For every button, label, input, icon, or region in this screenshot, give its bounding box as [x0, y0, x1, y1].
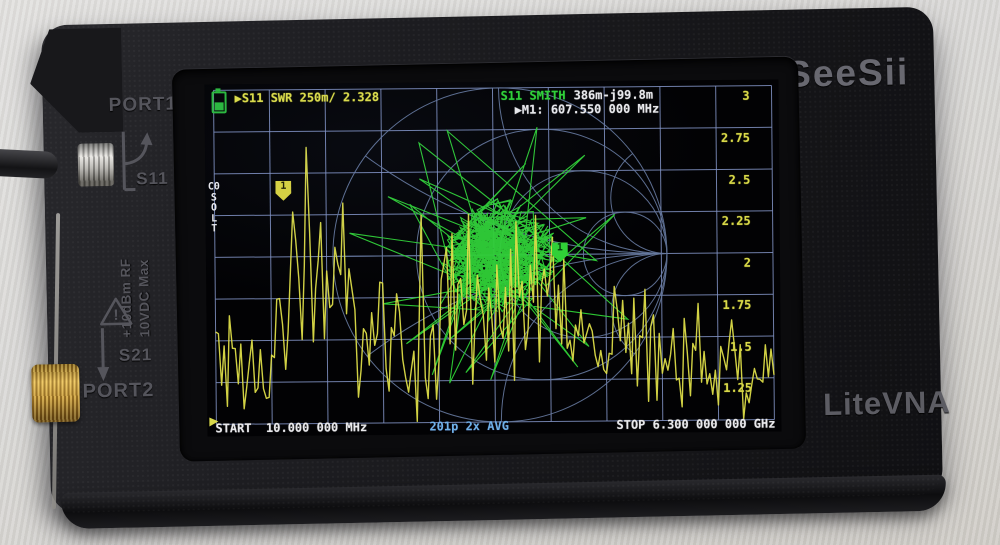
- s11-flow-icon: [121, 131, 153, 192]
- port1-sma-connector: [41, 137, 82, 194]
- start-frequency: START 10.000 000 MHz: [215, 420, 368, 436]
- cal-line: C0: [207, 181, 220, 193]
- battery-fill: [214, 102, 224, 111]
- trace1-readout: ▶S11 SWR 250m/ 2.328: [234, 89, 380, 106]
- sweep-points-avg: 201p 2x AVG: [429, 418, 509, 434]
- brand-logo: SeeSii: [785, 51, 910, 95]
- s21-down-arrow-icon: [97, 328, 110, 382]
- trace2-value: 386m-j99.8m: [573, 87, 654, 103]
- swr-scale-label: 2.5: [728, 172, 751, 187]
- stop-frequency: STOP 6.300 000 000 GHz: [616, 416, 776, 432]
- device-body: PORT1 S11 +10dBm RF 10VDC Max ! S21 PORT…: [0, 6, 951, 530]
- swr-scale-label: 1.25: [723, 380, 753, 396]
- swr-scale-label: 1.5: [729, 339, 752, 354]
- s21-label: S21: [118, 345, 153, 365]
- port1-sma-barrel: [77, 142, 115, 187]
- warning-triangle-icon: !: [100, 297, 133, 326]
- swr-scale-label: 2.25: [721, 213, 751, 229]
- battery-icon: [211, 91, 227, 114]
- cal-letter: O: [210, 202, 218, 214]
- svg-text:!: !: [113, 307, 118, 324]
- swr-scale-label: 2.75: [720, 130, 750, 145]
- calibration-status: C0 S O L T: [207, 181, 220, 235]
- port2-label: PORT2: [82, 379, 155, 403]
- device-side-seam: [51, 213, 61, 510]
- port1-label: PORT1: [108, 93, 178, 116]
- swr-scale-label: 1.75: [722, 297, 752, 312]
- measurement-plot: [212, 85, 775, 425]
- port2-sma-connector: [31, 363, 81, 423]
- swr-scale-label: 3: [742, 88, 750, 103]
- cal-letter: T: [211, 223, 218, 235]
- model-logo: LiteVNA: [822, 384, 952, 423]
- device-corner-tab: [29, 28, 123, 134]
- touchscreen[interactable]: ▶S11 SWR 250m/ 2.328 S11 SMITH 386m-j99.8…: [204, 79, 782, 437]
- device-bottom-edge: [60, 474, 947, 530]
- marker-frequency-readout: ▶M1: 607.550 000 MHz: [514, 101, 660, 117]
- trace2-label: S11 SMITH: [500, 88, 566, 103]
- swr-scale-label: 2: [743, 255, 752, 270]
- trace2-readout: S11 SMITH 386m-j99.8m: [500, 88, 653, 103]
